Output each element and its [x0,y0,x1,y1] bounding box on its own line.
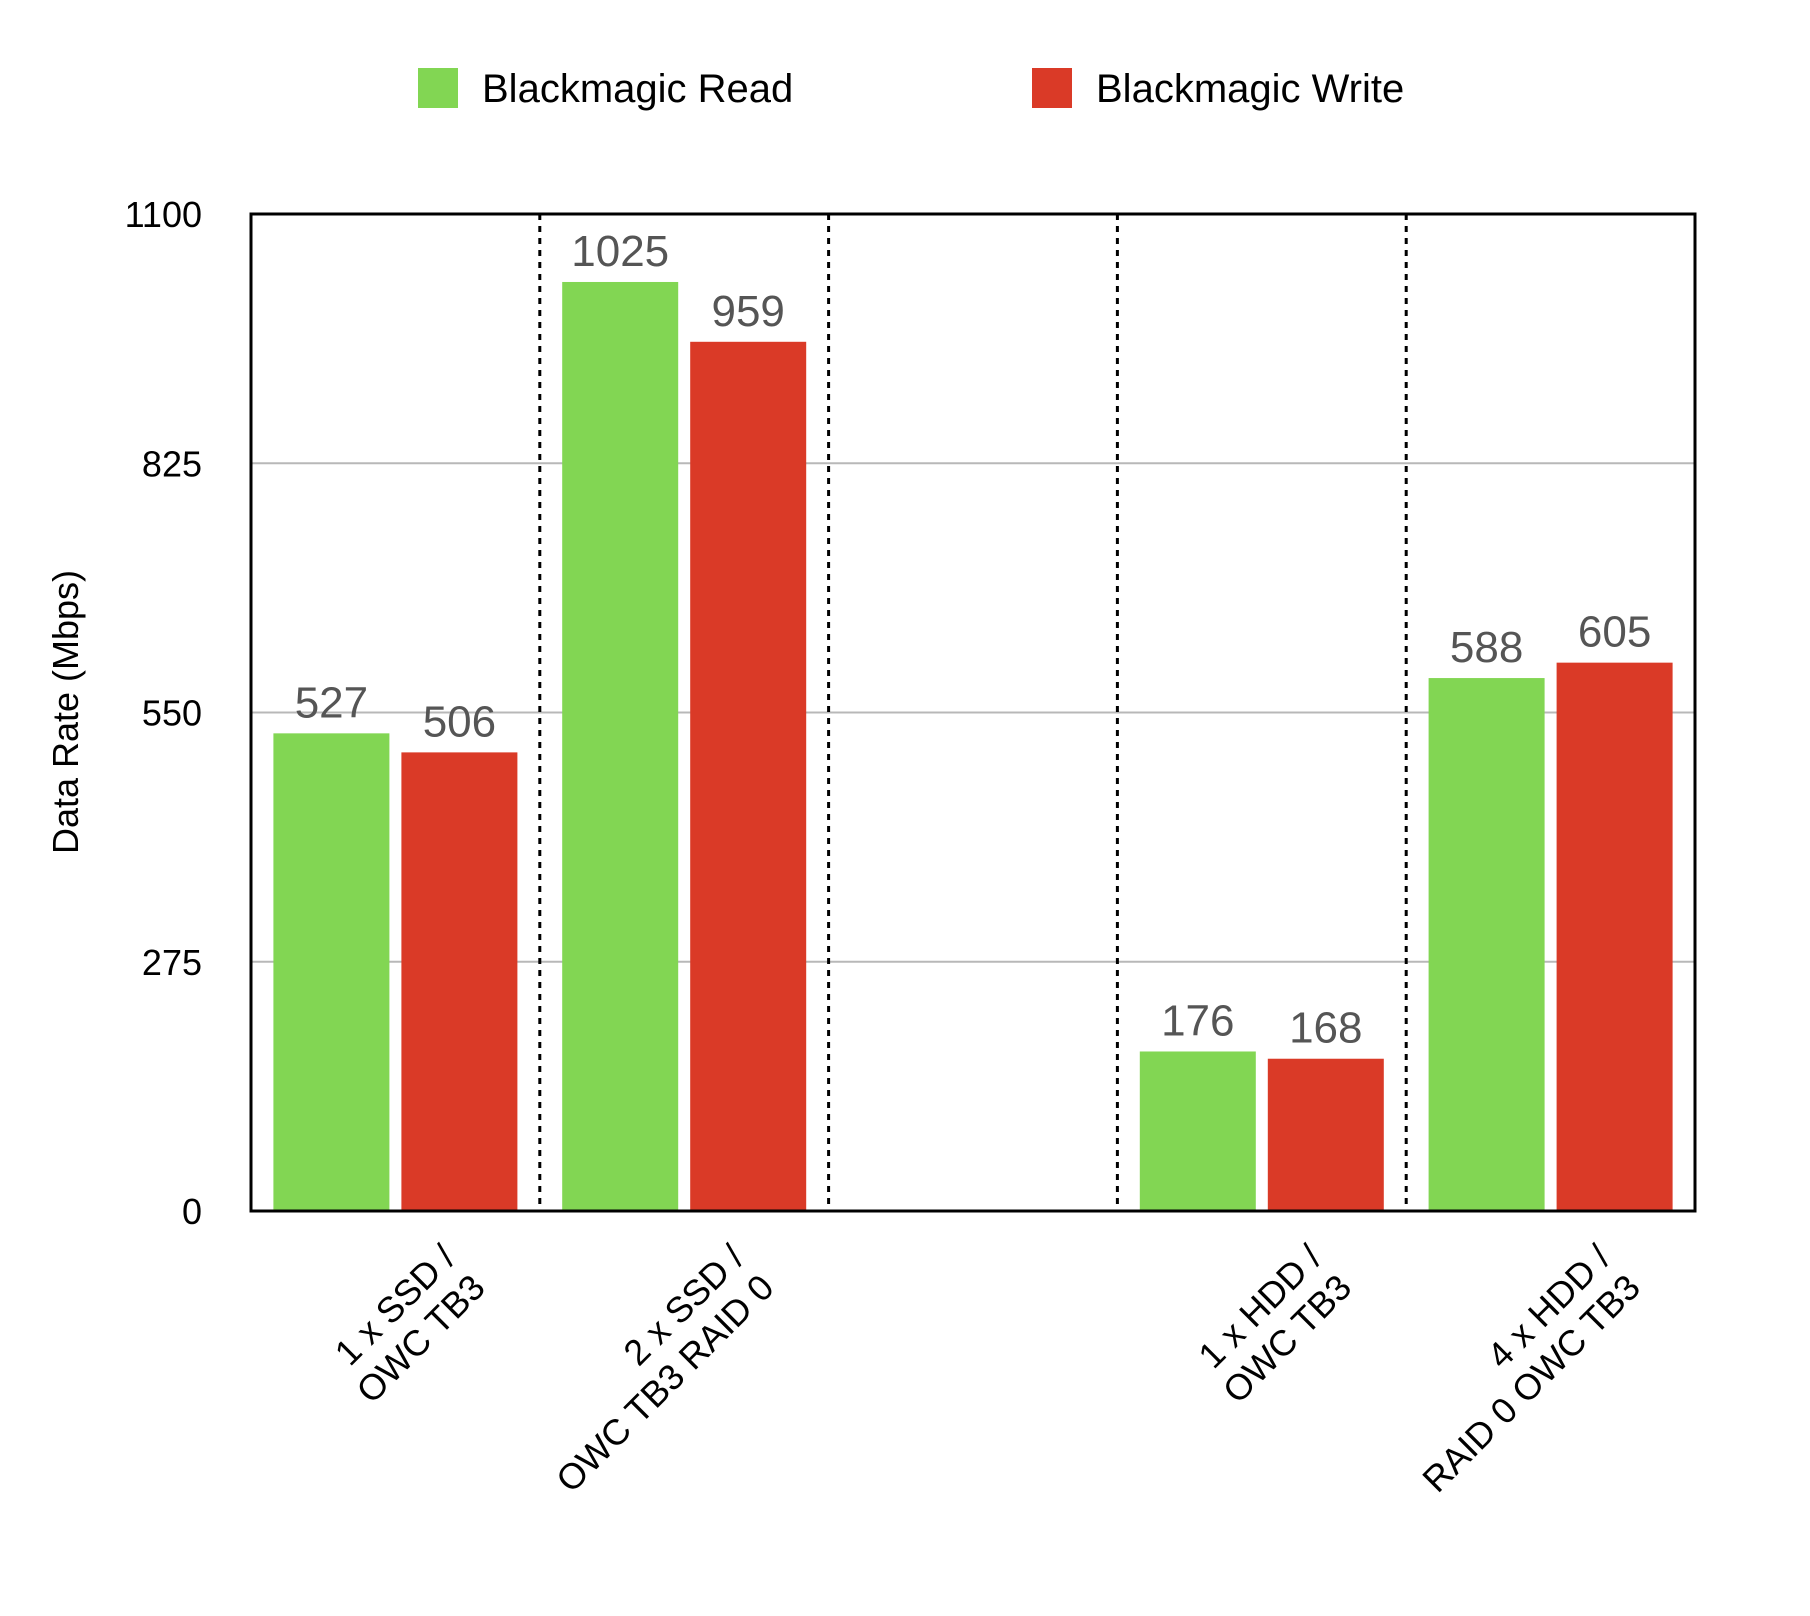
bar-write [1556,662,1673,1211]
data-label: 588 [1450,623,1523,672]
data-label: 959 [711,287,784,336]
legend-label: Blackmagic Read [482,67,793,111]
bar-read [273,733,390,1211]
y-tick-label: 0 [182,1191,202,1232]
bar-write [401,752,518,1211]
x-tick-label: 1 x HDD /OWC TB3 [1185,1237,1359,1411]
y-tick-label: 825 [142,443,202,484]
x-tick-label: 4 x HDD /RAID 0 OWC TB3 [1385,1237,1648,1500]
data-label: 1025 [571,227,669,276]
legend-swatch-write [1032,68,1072,108]
y-tick-label: 275 [142,942,202,983]
bar-read [1428,678,1545,1211]
data-label: 527 [295,678,368,727]
bar-read [1139,1051,1256,1211]
y-tick-label: 550 [142,693,202,734]
plot-frame [249,212,1697,1213]
x-tick-label: 1 x SSD /OWC TB3 [319,1237,493,1411]
legend-swatch-read [418,68,458,108]
data-label: 168 [1289,1004,1362,1053]
legend-label: Blackmagic Write [1096,67,1404,111]
data-label: 605 [1578,608,1651,657]
bar-write [1267,1058,1384,1211]
data-label: 506 [423,697,496,746]
bar-write [690,341,807,1212]
bar-read [562,281,679,1211]
x-tick-label: 2 x SSD /OWC TB3 RAID 0 [518,1237,781,1500]
y-tick-label: 1100 [125,194,202,235]
data-label: 176 [1161,996,1234,1045]
y-axis-label: Data Rate (Mbps) [45,570,86,854]
